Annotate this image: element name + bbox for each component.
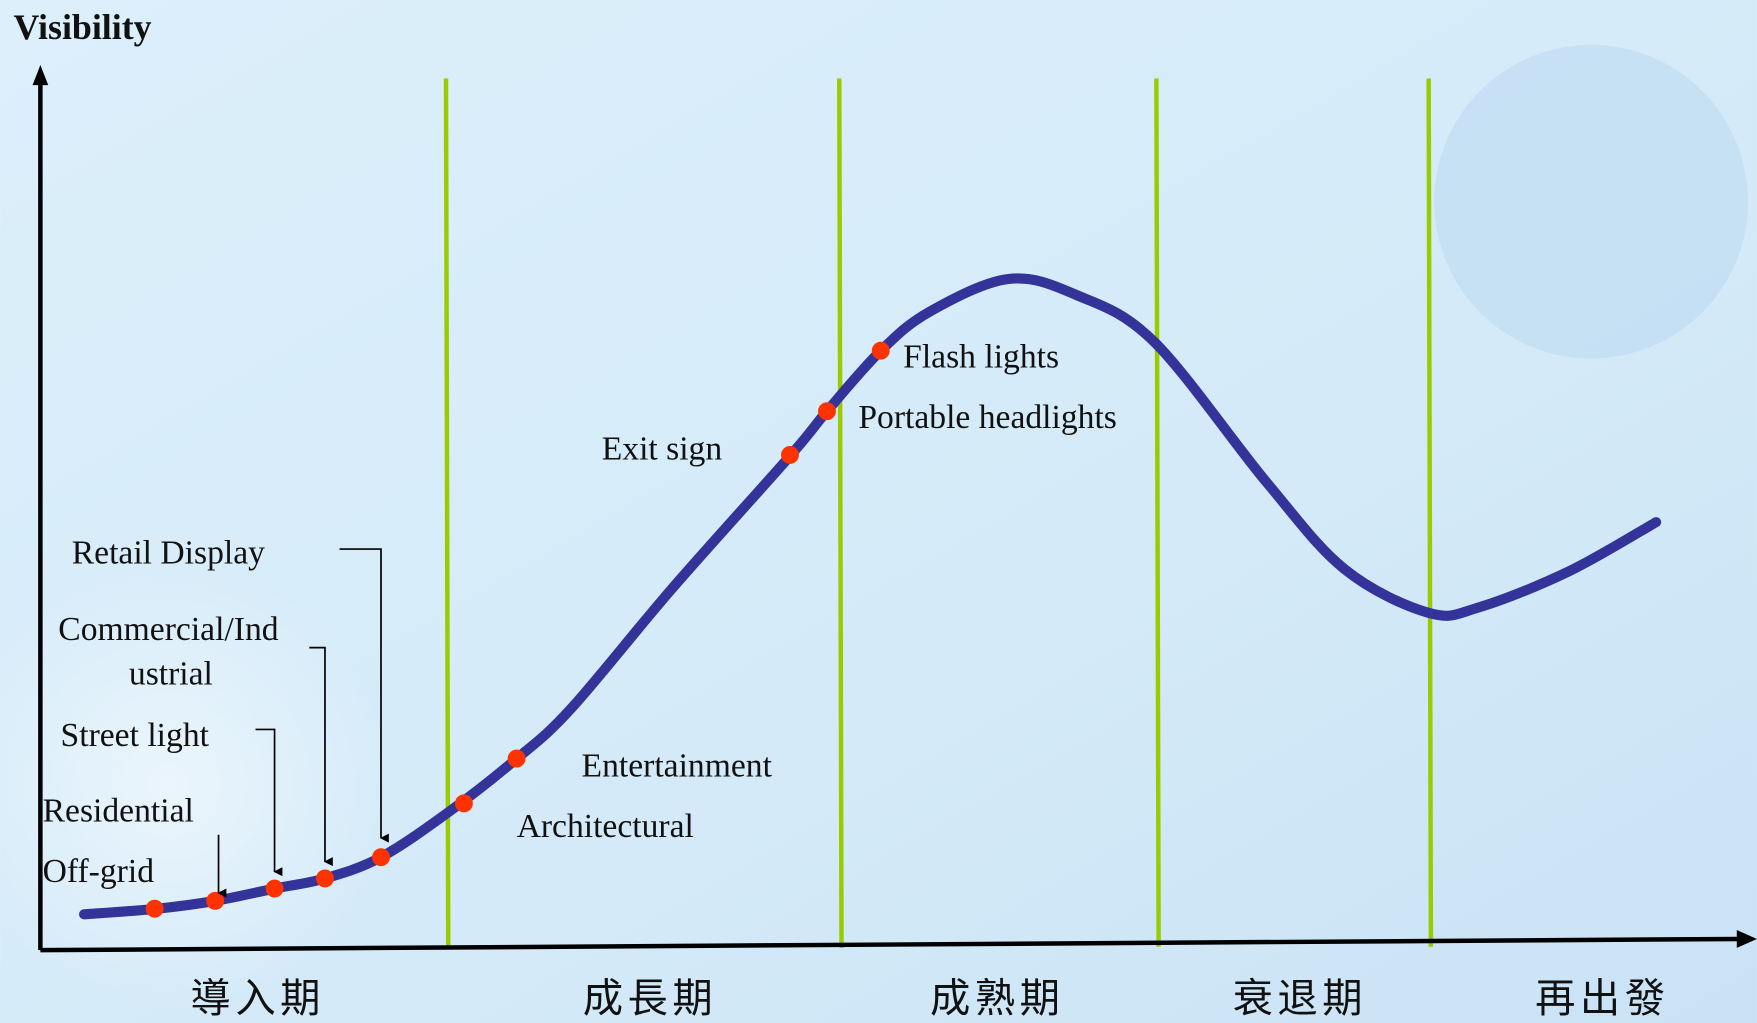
point-label: ustrial [129,656,213,693]
stage-dividers [443,78,1434,948]
product-points [145,341,890,918]
leader-arrows [217,548,389,898]
point-label: Residential [43,792,194,829]
point-label: Exit sign [602,430,723,467]
stage-label: 再出發 [1535,976,1669,1021]
point-label: Portable headlights [858,399,1117,436]
point-label: Architectural [517,808,694,845]
point-label: Entertainment [582,747,773,784]
stage-label: 成熟期 [930,976,1064,1021]
stage-label: 衰退期 [1233,976,1367,1021]
lifecycle-curve [79,273,1662,920]
stage-label: 成長期 [583,976,717,1021]
point-label: Commercial/Ind [58,611,278,648]
point-label: Retail Display [72,535,265,572]
point-label: Street light [61,717,210,754]
axis-label: Visibility [13,7,151,47]
decor-glow [0,560,393,1009]
axes [32,64,1757,953]
decor-globe [1434,44,1748,359]
stage-label: 導入期 [191,976,325,1021]
point-label: Off-grid [43,853,155,890]
point-label: Flash lights [903,339,1059,376]
